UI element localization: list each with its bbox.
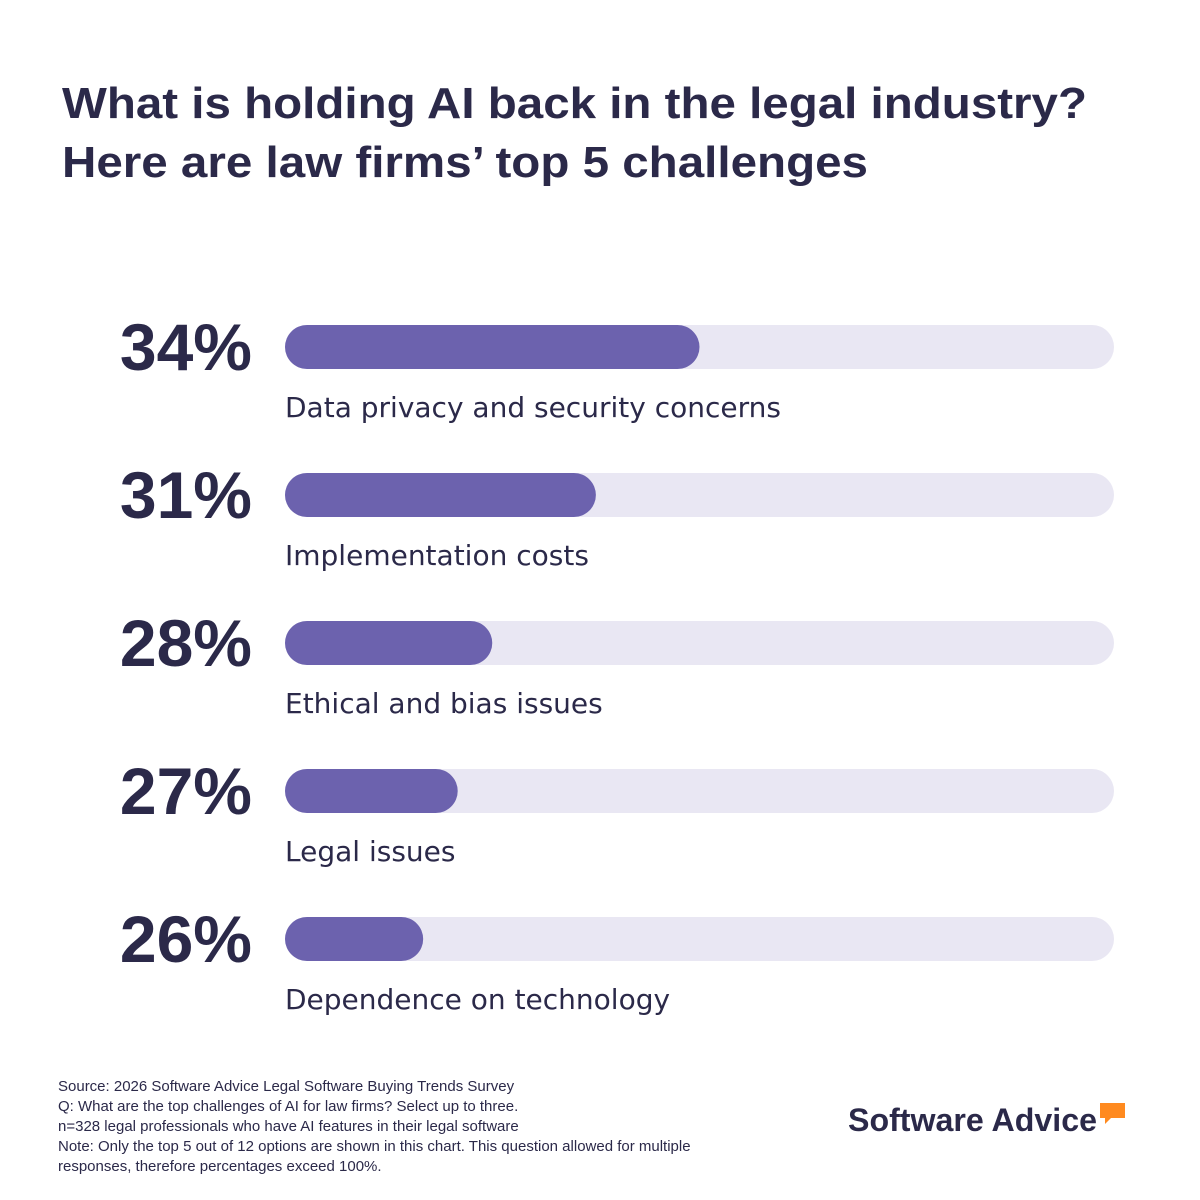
footnote: Note: Only the top 5 out of 12 options a… <box>58 1138 691 1155</box>
value-label: 27% <box>120 754 252 828</box>
footnote: Source: 2026 Software Advice Legal Softw… <box>58 1078 515 1095</box>
bar <box>285 917 424 961</box>
category-label: Implementation costs <box>285 539 589 572</box>
category-label: Dependence on technology <box>285 983 670 1016</box>
bar <box>285 473 596 517</box>
bar-track <box>285 917 1114 961</box>
footnote: n=328 legal professionals who have AI fe… <box>58 1118 519 1135</box>
value-label: 34% <box>120 310 252 384</box>
value-label: 31% <box>120 458 252 532</box>
footnote: Q: What are the top challenges of AI for… <box>58 1098 518 1115</box>
category-label: Ethical and bias issues <box>285 687 603 720</box>
value-label: 28% <box>120 606 252 680</box>
bar-track <box>285 769 1114 813</box>
category-label: Data privacy and security concerns <box>285 391 781 424</box>
logo-icon <box>1100 1103 1125 1124</box>
bar <box>285 325 700 369</box>
bar <box>285 621 493 665</box>
category-label: Legal issues <box>285 835 455 868</box>
chart-title: Here are law firms’ top 5 challenges <box>62 138 868 187</box>
bar <box>285 769 458 813</box>
bar-track <box>285 621 1114 665</box>
chart-title: What is holding AI back in the legal ind… <box>62 79 1087 128</box>
footnote: responses, therefore percentages exceed … <box>58 1158 382 1175</box>
value-label: 26% <box>120 902 252 976</box>
brand-logo: Software Advice <box>848 1102 1097 1138</box>
